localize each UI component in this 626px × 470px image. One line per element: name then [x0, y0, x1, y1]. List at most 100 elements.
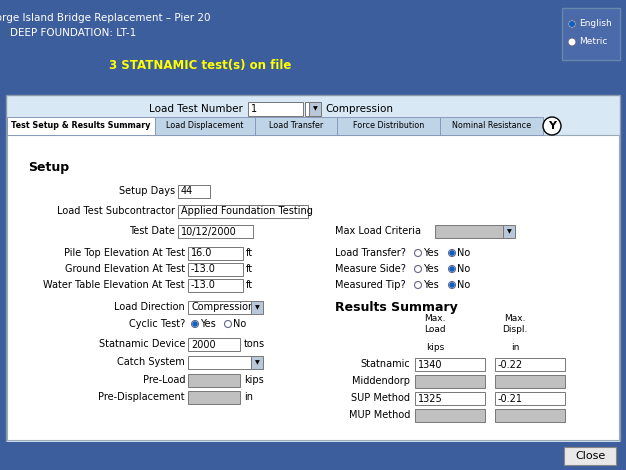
Bar: [337, 117, 440, 135]
Circle shape: [568, 38, 576, 46]
Text: 1325: 1325: [418, 393, 443, 404]
Text: ▼: ▼: [255, 305, 259, 310]
Bar: [188, 391, 240, 404]
Text: Close: Close: [575, 451, 605, 461]
Bar: [248, 102, 303, 116]
Text: Cyclic Test?: Cyclic Test?: [129, 319, 185, 329]
Text: 44: 44: [181, 187, 193, 196]
Text: Applied Foundation Testing: Applied Foundation Testing: [181, 206, 313, 217]
Text: Catch System: Catch System: [117, 357, 185, 367]
Text: Compression: Compression: [191, 303, 254, 313]
Text: 10/12/2000: 10/12/2000: [181, 227, 237, 236]
Text: Load Transfer: Load Transfer: [269, 122, 323, 131]
Text: tons: tons: [244, 339, 265, 349]
Text: 3 STATNAMIC test(s) on file: 3 STATNAMIC test(s) on file: [109, 58, 291, 71]
Text: MUP Method: MUP Method: [349, 410, 410, 420]
Text: kips: kips: [426, 344, 444, 352]
Text: Middendorp: Middendorp: [352, 376, 410, 386]
Circle shape: [448, 250, 456, 257]
Text: -0.22: -0.22: [498, 360, 523, 369]
Bar: [188, 279, 243, 292]
Text: -13.0: -13.0: [191, 265, 216, 274]
Text: Y: Y: [548, 121, 556, 131]
Text: Max.
Load: Max. Load: [424, 314, 446, 334]
Text: 16.0: 16.0: [191, 249, 212, 259]
Text: Load Direction: Load Direction: [115, 302, 185, 312]
Text: Yes: Yes: [423, 248, 439, 258]
Bar: [7, 117, 155, 135]
Text: in: in: [511, 344, 519, 352]
Text: SUP Method: SUP Method: [351, 393, 410, 403]
Bar: [188, 356, 251, 369]
Text: Load Test Number: Load Test Number: [149, 104, 243, 114]
Circle shape: [543, 117, 561, 135]
Bar: [562, 8, 620, 60]
Bar: [188, 374, 240, 387]
Bar: [188, 338, 240, 351]
Circle shape: [192, 321, 198, 328]
Bar: [415, 392, 485, 405]
Circle shape: [570, 22, 575, 26]
Text: Measured Tip?: Measured Tip?: [335, 280, 406, 290]
Bar: [495, 358, 565, 371]
Bar: [435, 225, 503, 238]
Text: Setup Days: Setup Days: [119, 186, 175, 196]
Bar: [251, 356, 263, 369]
Text: Yes: Yes: [200, 319, 216, 329]
Text: Ground Elevation At Test: Ground Elevation At Test: [65, 264, 185, 274]
Text: Test Setup & Results Summary: Test Setup & Results Summary: [11, 122, 151, 131]
Text: Nominal Resistance: Nominal Resistance: [452, 122, 531, 131]
Text: Force Distribution: Force Distribution: [353, 122, 424, 131]
Text: Pile Top Elevation At Test: Pile Top Elevation At Test: [64, 248, 185, 258]
Text: No: No: [457, 264, 470, 274]
Bar: [415, 358, 485, 371]
Text: Max Load Criteria: Max Load Criteria: [335, 226, 421, 236]
Text: No: No: [233, 319, 246, 329]
Circle shape: [193, 322, 197, 326]
Text: Pre-Displacement: Pre-Displacement: [98, 392, 185, 402]
Bar: [155, 117, 255, 135]
Text: 2000: 2000: [191, 339, 215, 350]
Bar: [309, 102, 321, 116]
Bar: [188, 263, 243, 276]
Bar: [495, 409, 565, 422]
Text: Max.
Displ.: Max. Displ.: [502, 314, 528, 334]
Text: 1340: 1340: [418, 360, 443, 369]
Text: ▼: ▼: [255, 360, 259, 365]
Text: No: No: [457, 248, 470, 258]
Bar: [503, 225, 515, 238]
Text: ft: ft: [246, 280, 253, 290]
Circle shape: [448, 266, 456, 273]
Bar: [415, 409, 485, 422]
Bar: [7, 135, 619, 440]
Text: Load Test Subcontractor: Load Test Subcontractor: [57, 206, 175, 216]
Text: Setup: Setup: [28, 160, 69, 173]
Circle shape: [414, 250, 421, 257]
Bar: [0, 0, 626, 95]
Bar: [564, 447, 616, 465]
Text: ▼: ▼: [312, 107, 317, 111]
Text: Yes: Yes: [423, 280, 439, 290]
Bar: [178, 225, 253, 238]
Text: PROJECT:  St. George Island Bridge Replacement – Pier 20: PROJECT: St. George Island Bridge Replac…: [0, 13, 210, 23]
Text: Load Displacement: Load Displacement: [167, 122, 244, 131]
Text: Measure Side?: Measure Side?: [335, 264, 406, 274]
Text: Test Date: Test Date: [129, 226, 175, 236]
Text: -0.21: -0.21: [498, 393, 523, 404]
Bar: [255, 117, 337, 135]
Bar: [305, 102, 309, 116]
Text: Water Table Elevation At Test: Water Table Elevation At Test: [43, 280, 185, 290]
Circle shape: [450, 283, 454, 287]
Text: Statnamic: Statnamic: [360, 359, 410, 369]
Text: ft: ft: [246, 264, 253, 274]
Bar: [188, 301, 251, 314]
Text: Statnamic Device: Statnamic Device: [99, 339, 185, 349]
Bar: [188, 247, 243, 260]
Text: Yes: Yes: [423, 264, 439, 274]
Text: -13.0: -13.0: [191, 281, 216, 290]
Bar: [415, 375, 485, 388]
Text: Load Transfer?: Load Transfer?: [335, 248, 406, 258]
Text: Results Summary: Results Summary: [335, 300, 458, 313]
Circle shape: [225, 321, 232, 328]
Bar: [440, 117, 543, 135]
